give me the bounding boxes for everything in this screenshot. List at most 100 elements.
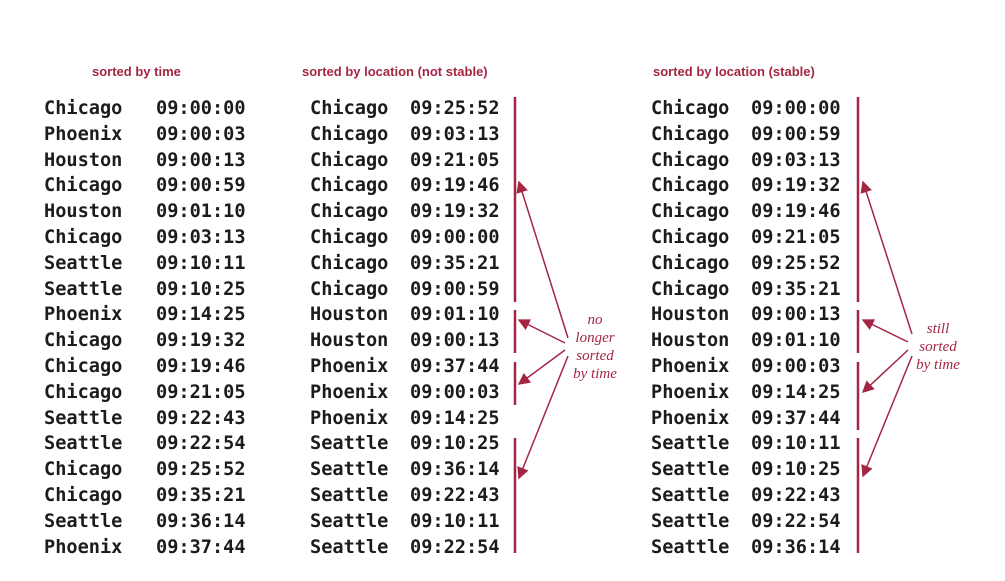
table-row: Houston 09:00:13 xyxy=(44,148,246,174)
note-line: sorted xyxy=(919,339,957,355)
city-cell: Chicago xyxy=(44,484,123,506)
arrow-ns-chicago xyxy=(516,180,569,339)
city-cell: Seattle xyxy=(310,510,389,532)
table-row: Phoenix 09:00:03 xyxy=(44,122,246,148)
time-cell: 09:03:13 xyxy=(751,149,841,171)
time-cell: 09:36:14 xyxy=(410,459,500,481)
time-cell: 09:37:44 xyxy=(410,355,500,377)
city-cell: Phoenix xyxy=(310,407,389,429)
time-cell: 09:21:05 xyxy=(751,226,841,248)
city-cell: Chicago xyxy=(651,278,730,300)
city-cell: Phoenix xyxy=(44,123,123,145)
arrow-ns-houston xyxy=(517,319,566,344)
arrow-ns-phoenix xyxy=(517,349,566,385)
city-cell: Chicago xyxy=(44,355,123,377)
arrow-ns-seattle xyxy=(517,355,569,480)
time-cell: 09:19:32 xyxy=(751,175,841,197)
city-cell: Chicago xyxy=(651,201,730,223)
time-cell: 09:01:10 xyxy=(156,201,246,223)
note-line: longer xyxy=(575,330,615,346)
table-row: Chicago 09:19:46 xyxy=(310,173,500,199)
city-cell: Phoenix xyxy=(44,536,123,558)
time-cell: 09:03:13 xyxy=(410,123,500,145)
table-row: Seattle 09:22:54 xyxy=(44,431,246,457)
city-cell: Seattle xyxy=(44,252,123,274)
city-cell: Chicago xyxy=(44,98,123,119)
city-cell: Seattle xyxy=(44,433,123,455)
city-cell: Chicago xyxy=(651,149,730,171)
time-cell: 09:21:05 xyxy=(410,149,500,171)
city-cell: Chicago xyxy=(310,149,389,171)
time-cell: 09:22:54 xyxy=(410,536,500,558)
city-cell: Chicago xyxy=(651,252,730,274)
table-row: Chicago 09:00:59 xyxy=(651,122,841,148)
time-cell: 09:37:44 xyxy=(751,407,841,429)
city-cell: Chicago xyxy=(44,226,123,248)
table-row: Seattle 09:22:43 xyxy=(310,483,500,509)
city-cell: Phoenix xyxy=(310,381,389,403)
time-cell: 09:00:13 xyxy=(156,149,246,171)
table-row: Phoenix 09:00:03 xyxy=(310,380,500,406)
city-cell: Chicago xyxy=(310,98,389,119)
table-row: Chicago 09:03:13 xyxy=(44,225,246,251)
table-row: Chicago 09:00:59 xyxy=(44,173,246,199)
table-row: Phoenix 09:00:03 xyxy=(651,354,841,380)
city-cell: Phoenix xyxy=(651,407,730,429)
time-cell: 09:14:25 xyxy=(410,407,500,429)
city-cell: Seattle xyxy=(44,510,123,532)
note-line: no xyxy=(587,312,603,328)
table-row: Chicago 09:19:32 xyxy=(310,199,500,225)
note-line: still xyxy=(926,321,950,337)
city-cell: Phoenix xyxy=(651,355,730,377)
title-sorted-by-time: sorted by time xyxy=(92,64,181,79)
time-cell: 09:22:54 xyxy=(156,433,246,455)
table-row: Seattle 09:10:25 xyxy=(310,431,500,457)
time-cell: 09:19:46 xyxy=(156,355,246,377)
city-cell: Chicago xyxy=(310,226,389,248)
city-cell: Phoenix xyxy=(651,381,730,403)
table-row: Chicago 09:35:21 xyxy=(651,277,841,303)
time-cell: 09:03:13 xyxy=(156,226,246,248)
table-row: Houston 09:00:13 xyxy=(651,302,841,328)
table-row: Seattle 09:10:25 xyxy=(44,277,246,303)
city-cell: Seattle xyxy=(310,459,389,481)
table-row: Chicago 09:21:05 xyxy=(310,148,500,174)
city-cell: Houston xyxy=(651,304,730,326)
city-cell: Houston xyxy=(651,330,730,352)
city-cell: Seattle xyxy=(651,433,730,455)
city-cell: Chicago xyxy=(44,459,123,481)
city-cell: Houston xyxy=(44,149,123,171)
table-row: Chicago 09:00:59 xyxy=(310,277,500,303)
table-row: Seattle 09:22:54 xyxy=(310,535,500,561)
city-cell: Houston xyxy=(310,330,389,352)
table-row: Phoenix 09:37:44 xyxy=(44,535,246,561)
arrow-st-houston xyxy=(861,319,909,343)
time-cell: 09:00:13 xyxy=(751,304,841,326)
table-row: Seattle 09:36:14 xyxy=(44,509,246,535)
table-row: Seattle 09:10:25 xyxy=(651,457,841,483)
time-cell: 09:14:25 xyxy=(751,381,841,403)
table-row: Chicago 09:03:13 xyxy=(651,148,841,174)
city-cell: Chicago xyxy=(651,123,730,145)
note-line: sorted xyxy=(576,348,614,364)
table-row: Chicago 09:19:32 xyxy=(651,173,841,199)
table-row: Houston 09:01:10 xyxy=(651,328,841,354)
city-cell: Houston xyxy=(310,304,389,326)
time-cell: 09:35:21 xyxy=(156,484,246,506)
time-cell: 09:37:44 xyxy=(156,536,246,558)
time-cell: 09:10:11 xyxy=(751,433,841,455)
title-stable: sorted by location (stable) xyxy=(653,64,815,79)
table-row: Chicago 09:00:00 xyxy=(44,96,246,122)
time-cell: 09:19:32 xyxy=(410,201,500,223)
column-sorted-by-time: Chicago 09:00:00 Phoenix 09:00:03 Houston 09:… xyxy=(44,96,246,560)
table-row: Houston 09:01:10 xyxy=(310,302,500,328)
table-row: Phoenix 09:14:25 xyxy=(44,302,246,328)
city-cell: Chicago xyxy=(310,252,389,274)
time-cell: 09:01:10 xyxy=(751,330,841,352)
time-cell: 09:00:03 xyxy=(156,123,246,145)
table-row: Seattle 09:22:43 xyxy=(651,483,841,509)
time-cell: 09:22:54 xyxy=(751,510,841,532)
table-row: Chicago 09:21:05 xyxy=(44,380,246,406)
table-row: Houston 09:01:10 xyxy=(44,199,246,225)
city-cell: Seattle xyxy=(310,536,389,558)
